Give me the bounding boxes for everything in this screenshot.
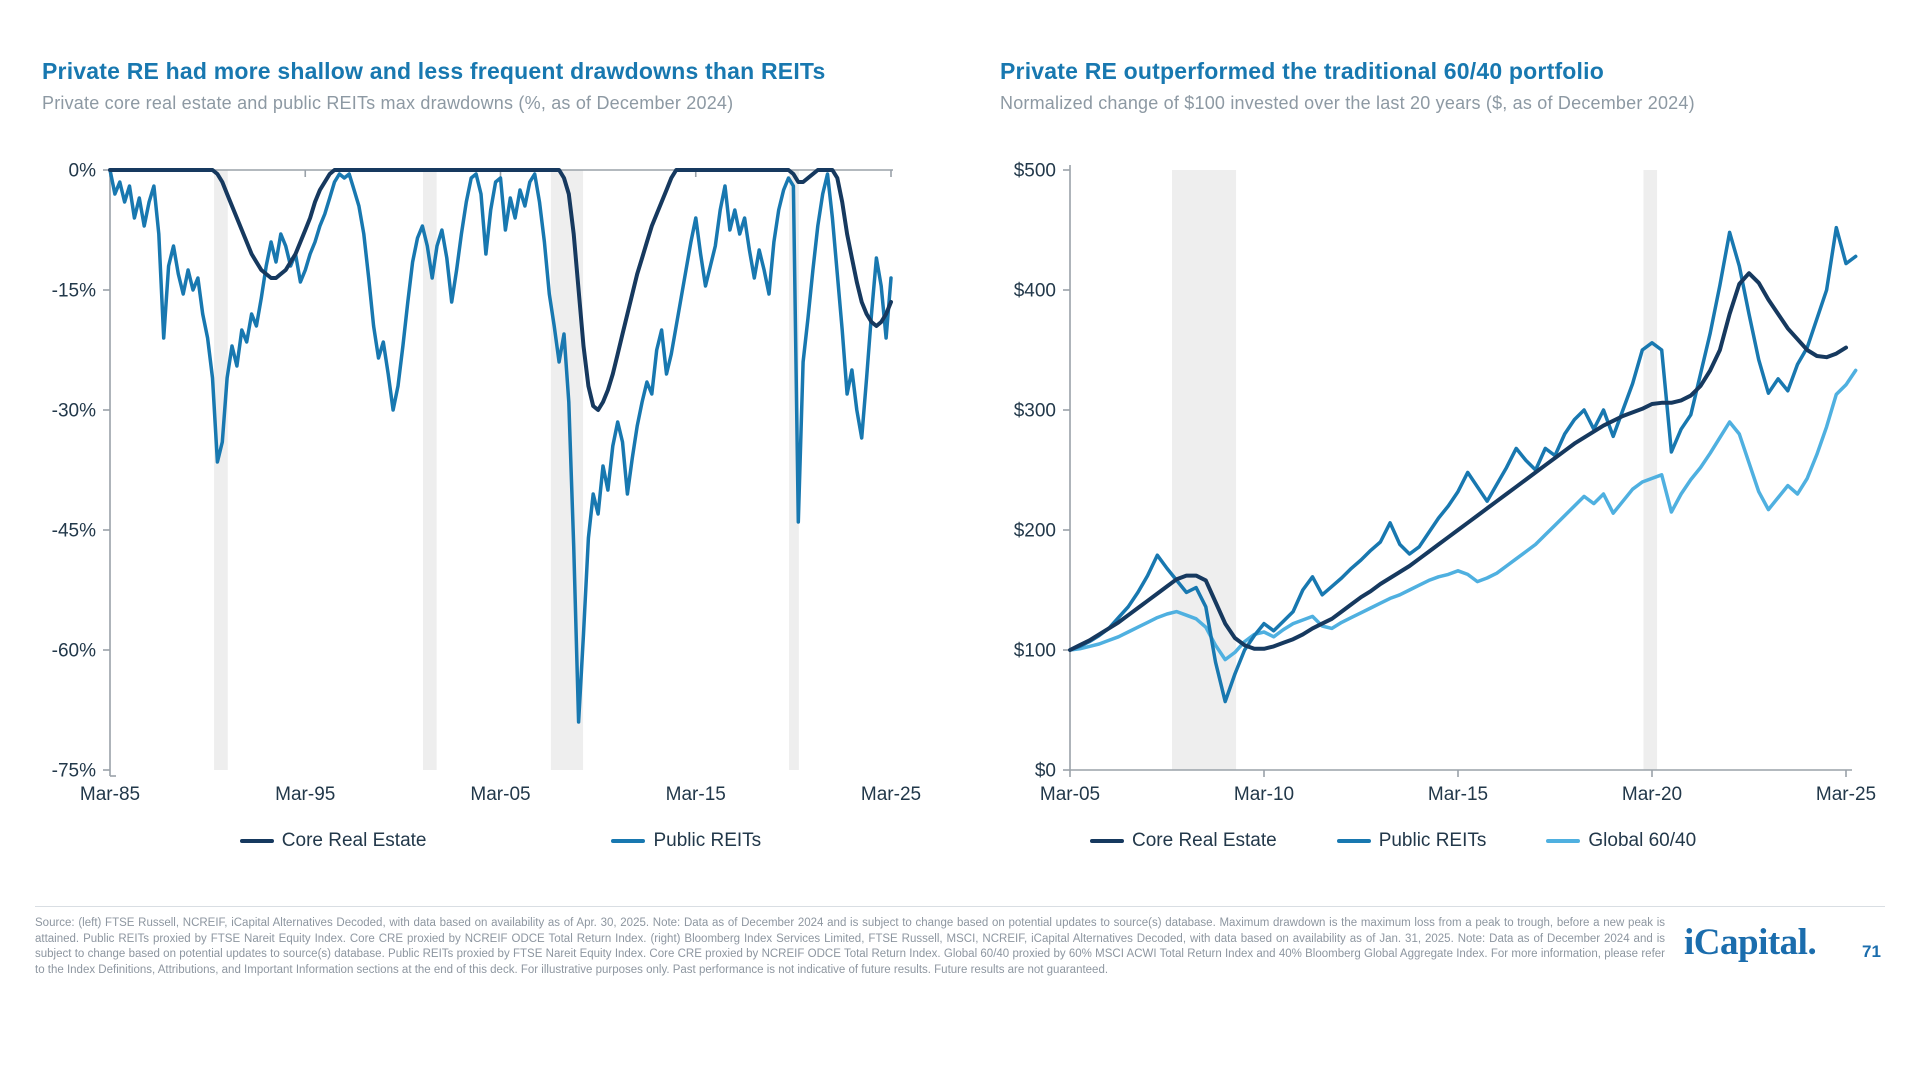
y-axis-tick-label: $300: [1014, 401, 1056, 422]
recession-band: [1172, 170, 1237, 770]
footer-divider: [35, 906, 1885, 907]
public-reits-line-swatch: [611, 839, 646, 843]
drawdown-chart: 0% -15% -30% -45% -60% -75%Mar-85 Mar-95 Mar-05…: [52, 161, 921, 806]
y-axis-tick-label: $200: [1014, 521, 1056, 542]
left-chart-title: Private RE had more shallow and less fre…: [42, 58, 826, 84]
series-core-real-estate: [108, 168, 893, 412]
legend-item-core-real-estate: Core Real Estate: [239, 830, 427, 852]
recession-band: [1643, 170, 1658, 770]
right-chart-legend: Core Real Estate Public REITs Global 60/…: [1070, 830, 1866, 852]
y-axis-tick-label: $500: [1014, 161, 1056, 182]
charts-canvas: 0% -15% -30% -45% -60% -75%Mar-85 Mar-95 Mar-05…: [52, 161, 1876, 806]
series-public-reits: [1068, 225, 1858, 704]
recession-band: [214, 170, 228, 770]
core-real-estate-line-swatch: [1090, 839, 1124, 843]
public-reits-line-swatch: [1336, 839, 1371, 843]
x-axis-tick-label: Mar-25: [861, 784, 921, 805]
y-axis-tick-label: 0%: [69, 161, 97, 182]
y-axis-tick-label: $0: [1035, 761, 1056, 782]
core-real-estate-line-swatch: [239, 839, 274, 843]
series-core-real-estate: [1068, 271, 1848, 652]
legend-item-public-reits: Public REITs: [1336, 830, 1487, 852]
legend-item-global-60-40: Global 60/40: [1546, 830, 1696, 852]
recession-band: [789, 170, 799, 770]
x-axis-tick-label: Mar-10: [1234, 784, 1294, 805]
recession-band: [422, 170, 437, 770]
x-axis-tick-label: Mar-15: [1428, 784, 1488, 805]
legend-label: Public REITs: [1378, 830, 1487, 851]
legend-label: Public REITs: [653, 830, 762, 851]
x-axis-tick-label: Mar-05: [1040, 784, 1100, 805]
legend-item-public-reits: Public REITs: [611, 830, 761, 852]
x-axis-tick-label: Mar-25: [1816, 784, 1876, 805]
legend-label: Global 60/40: [1588, 830, 1697, 851]
left-chart-legend: Core Real Estate Public REITs: [110, 830, 891, 852]
legend-label: Core Real Estate: [281, 830, 427, 851]
series-public-reits: [108, 168, 893, 724]
y-axis-tick-label: -75%: [52, 761, 96, 782]
global-60-40-line-swatch: [1546, 839, 1581, 843]
left-chart-subtitle: Private core real estate and public REIT…: [42, 93, 734, 113]
y-axis-tick-label: -15%: [52, 281, 96, 302]
x-axis-tick-label: Mar-05: [470, 784, 530, 805]
y-axis-tick-label: $400: [1014, 281, 1056, 302]
y-axis-tick-label: -30%: [52, 401, 96, 422]
page-number: 71: [1862, 942, 1881, 961]
y-axis-tick-label: -45%: [52, 521, 96, 542]
right-chart-title: Private RE outperformed the traditional …: [1000, 58, 1604, 84]
legend-item-core-real-estate: Core Real Estate: [1090, 830, 1277, 852]
legend-label: Core Real Estate: [1132, 830, 1277, 851]
series-global-60-40: [1068, 368, 1858, 662]
x-axis-tick-label: Mar-20: [1622, 784, 1682, 805]
icapital-logo: iCapital.: [1684, 922, 1817, 963]
x-axis-tick-label: Mar-85: [80, 784, 140, 805]
right-chart-subtitle: Normalized change of $100 invested over …: [1000, 93, 1695, 113]
y-axis-tick-label: $100: [1014, 641, 1056, 662]
y-axis-tick-label: -60%: [52, 641, 96, 662]
footer-disclaimer: Source: (left) FTSE Russell, NCREIF, iCa…: [35, 917, 1665, 976]
x-axis-tick-label: Mar-95: [275, 784, 335, 805]
x-axis-tick-label: Mar-15: [666, 784, 726, 805]
